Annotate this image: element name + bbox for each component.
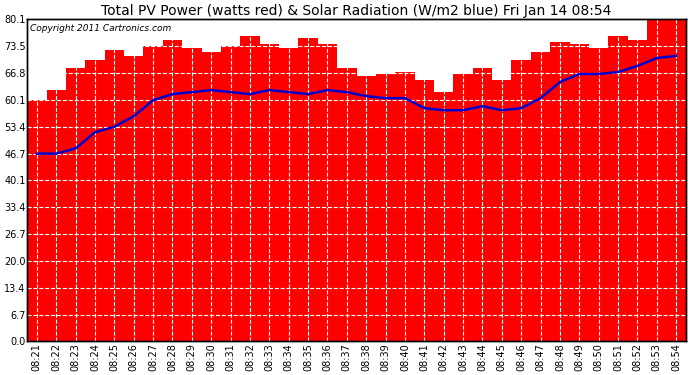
Bar xyxy=(550,42,570,342)
Bar xyxy=(337,68,357,342)
Bar xyxy=(609,36,628,342)
Bar xyxy=(589,48,609,342)
Bar xyxy=(221,46,240,342)
Bar xyxy=(144,46,163,342)
Bar xyxy=(163,40,182,342)
Bar xyxy=(259,44,279,342)
Bar xyxy=(240,36,259,342)
Bar xyxy=(511,60,531,342)
Bar xyxy=(86,60,105,342)
Text: Copyright 2011 Cartronics.com: Copyright 2011 Cartronics.com xyxy=(30,24,172,33)
Bar xyxy=(395,72,415,342)
Bar xyxy=(434,92,453,342)
Bar xyxy=(453,74,473,342)
Bar xyxy=(570,44,589,342)
Bar xyxy=(124,56,144,342)
Bar xyxy=(492,80,511,342)
Title: Total PV Power (watts red) & Solar Radiation (W/m2 blue) Fri Jan 14 08:54: Total PV Power (watts red) & Solar Radia… xyxy=(101,4,612,18)
Bar xyxy=(66,68,86,342)
Bar xyxy=(531,52,550,342)
Bar xyxy=(473,68,492,342)
Bar xyxy=(298,38,318,342)
Bar xyxy=(182,48,201,342)
Bar xyxy=(647,20,667,342)
Bar xyxy=(628,40,647,342)
Bar xyxy=(46,90,66,342)
Bar xyxy=(318,44,337,342)
Bar xyxy=(105,50,124,342)
Bar xyxy=(667,20,686,342)
Bar xyxy=(415,80,434,342)
Bar xyxy=(376,74,395,342)
Bar xyxy=(27,100,46,342)
Bar xyxy=(201,52,221,342)
Bar xyxy=(357,76,376,342)
Bar xyxy=(279,48,298,342)
